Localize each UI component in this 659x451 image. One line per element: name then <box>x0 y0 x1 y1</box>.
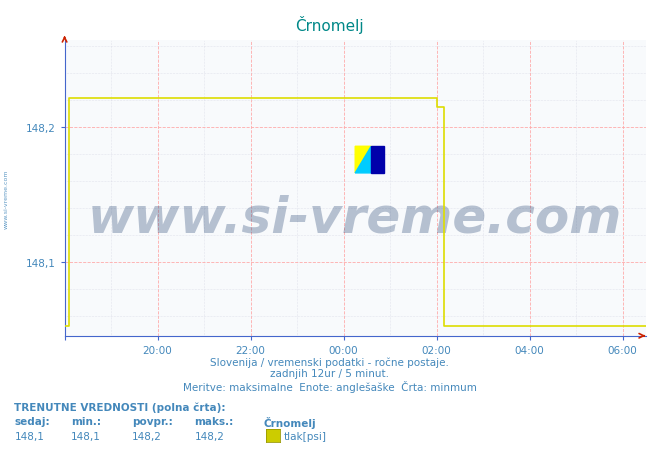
Text: povpr.:: povpr.: <box>132 416 173 426</box>
Text: maks.:: maks.: <box>194 416 234 426</box>
Polygon shape <box>355 147 371 174</box>
Polygon shape <box>371 147 384 174</box>
Text: Črnomelj: Črnomelj <box>264 416 316 428</box>
Text: Črnomelj: Črnomelj <box>295 16 364 34</box>
Text: Slovenija / vremenski podatki - ročne postaje.: Slovenija / vremenski podatki - ročne po… <box>210 356 449 367</box>
Text: 148,1: 148,1 <box>14 431 44 441</box>
Text: TRENUTNE VREDNOSTI (polna črta):: TRENUTNE VREDNOSTI (polna črta): <box>14 401 226 412</box>
Text: www.si-vreme.com: www.si-vreme.com <box>4 169 9 228</box>
Text: tlak[psi]: tlak[psi] <box>283 431 326 441</box>
Text: 148,1: 148,1 <box>71 431 101 441</box>
Text: 148,2: 148,2 <box>132 431 161 441</box>
Polygon shape <box>355 147 371 174</box>
Text: www.si-vreme.com: www.si-vreme.com <box>88 194 622 242</box>
Text: Meritve: maksimalne  Enote: anglešaške  Črta: minmum: Meritve: maksimalne Enote: anglešaške Čr… <box>183 380 476 392</box>
Text: 148,2: 148,2 <box>194 431 224 441</box>
Text: sedaj:: sedaj: <box>14 416 50 426</box>
Text: min.:: min.: <box>71 416 101 426</box>
Text: zadnjih 12ur / 5 minut.: zadnjih 12ur / 5 minut. <box>270 368 389 378</box>
